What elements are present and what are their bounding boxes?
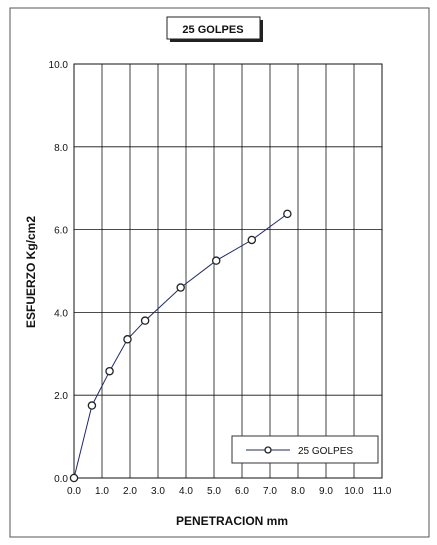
data-point: [140, 316, 150, 325]
x-tick-labels: 0.0 1.0 2.0 3.0 4.0 5.0 6.0 7.0 8.0 9.0 10.0 11.0: [67, 486, 392, 497]
data-point: [247, 235, 257, 245]
series-points: [69, 209, 292, 483]
y-tick-label: 0.0: [54, 474, 68, 485]
plot-frame: [73, 63, 383, 479]
data-point: [105, 366, 114, 376]
data-point: [69, 473, 79, 483]
x-tick-label: 0.0: [67, 486, 81, 497]
x-tick-label: 10.0: [344, 486, 364, 497]
plot-area: 0.0 2.0 4.0 6.0 8.0 10.0 0.0 1.0 2.0 3.0 4.0 5.0 6.…: [49, 60, 392, 497]
chart-title: 25 GOLPES: [182, 24, 243, 36]
x-tick-label: 8.0: [291, 486, 305, 497]
y-tick-label: 2.0: [54, 391, 68, 402]
data-point: [211, 256, 221, 265]
y-tick-labels: 0.0 2.0 4.0 6.0 8.0 10.0: [49, 60, 69, 485]
data-point: [87, 401, 97, 410]
legend-label: 25 GOLPES: [298, 446, 353, 457]
y-tick-label: 10.0: [49, 60, 69, 71]
grid-lines: [74, 64, 382, 478]
legend-marker-swatch: [264, 446, 272, 454]
data-point: [283, 209, 292, 219]
x-tick-label: 4.0: [179, 486, 193, 497]
x-tick-label: 2.0: [123, 486, 137, 497]
x-tick-label: 1.0: [95, 486, 109, 497]
y-tick-label: 6.0: [54, 226, 68, 237]
title-frame: [166, 16, 261, 40]
y-tick-label: 8.0: [54, 143, 68, 154]
x-tick-label: 3.0: [151, 486, 165, 497]
x-axis-label: PENETRACION mm: [176, 514, 288, 528]
data-point: [123, 335, 132, 344]
y-axis-label: ESFUERZO Kg/cm2: [24, 216, 38, 328]
y-tick-label: 4.0: [54, 308, 68, 319]
x-tick-label: 11.0: [373, 486, 392, 497]
legend: 25 GOLPES: [231, 435, 379, 464]
x-tick-label: 5.0: [207, 486, 221, 497]
x-tick-label: 9.0: [319, 486, 333, 497]
chart-title-box: 25 GOLPES: [166, 16, 263, 42]
data-point: [176, 283, 185, 292]
x-tick-label: 6.0: [235, 486, 249, 497]
x-tick-label: 7.0: [263, 486, 277, 497]
